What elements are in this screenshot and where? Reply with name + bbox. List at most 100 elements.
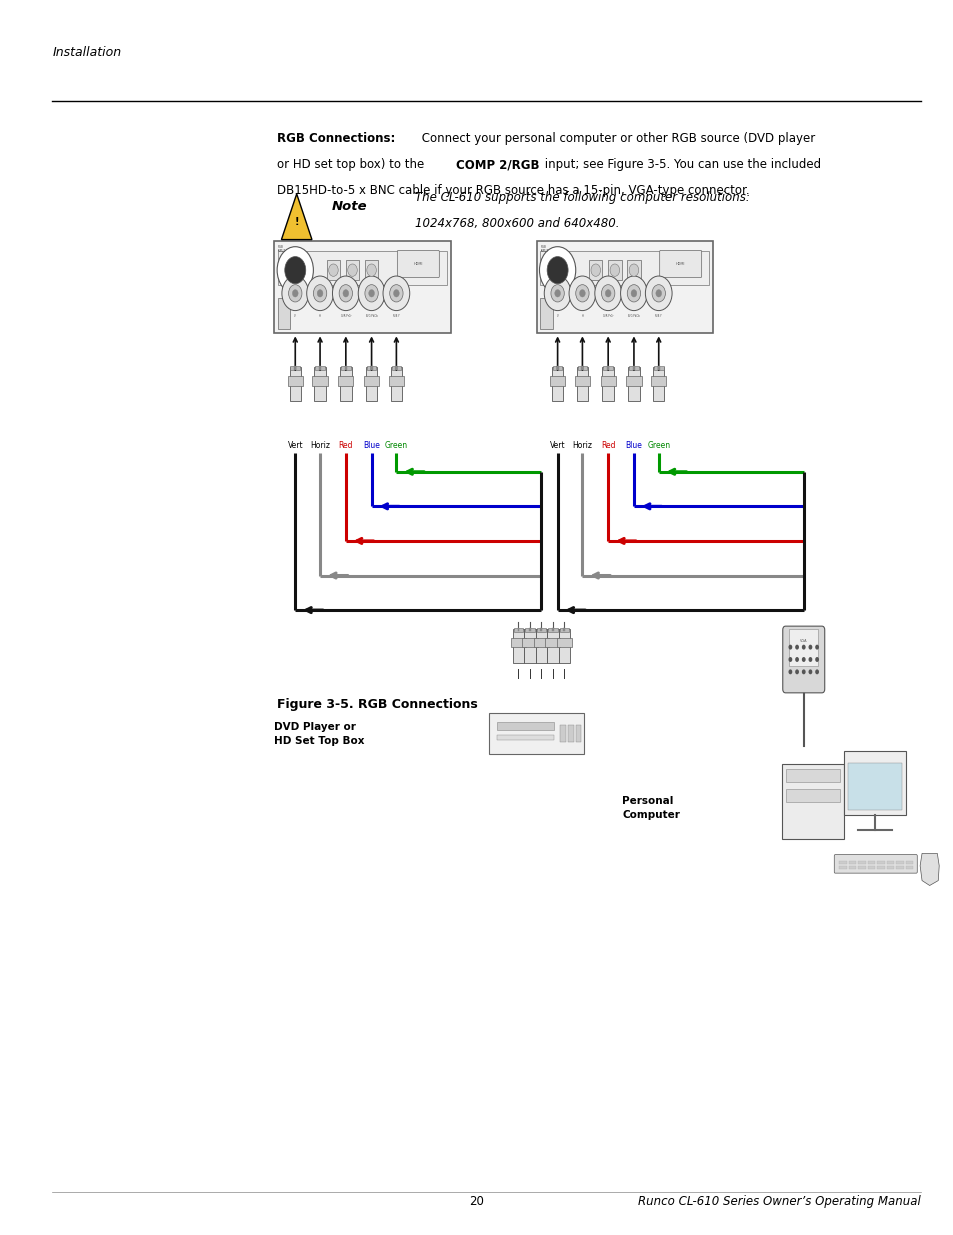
Bar <box>562 627 564 631</box>
Bar <box>549 375 564 385</box>
Bar <box>289 367 301 401</box>
Circle shape <box>342 289 349 296</box>
Circle shape <box>656 289 661 296</box>
Text: Red: Red <box>600 441 615 450</box>
Circle shape <box>338 284 352 301</box>
Bar <box>326 261 339 280</box>
Bar <box>589 261 602 280</box>
Bar <box>539 251 709 284</box>
Bar <box>314 367 325 401</box>
Text: RGB Connections:: RGB Connections: <box>276 132 395 146</box>
Bar <box>318 366 320 369</box>
Text: Blue: Blue <box>625 441 641 450</box>
Bar <box>602 367 614 401</box>
Bar <box>625 375 640 385</box>
Text: HDMI: HDMI <box>414 262 422 266</box>
Bar <box>857 866 865 869</box>
Text: Installation: Installation <box>52 46 121 59</box>
Circle shape <box>807 669 811 674</box>
Bar <box>633 366 635 369</box>
Text: G/R PrCr: G/R PrCr <box>602 314 613 319</box>
Bar <box>876 861 884 864</box>
Circle shape <box>389 284 402 301</box>
Bar <box>904 861 913 864</box>
Bar <box>365 367 376 401</box>
Bar <box>314 366 324 370</box>
Bar <box>389 375 404 385</box>
Circle shape <box>277 247 313 294</box>
Bar <box>312 375 328 385</box>
Text: Figure 3-5. RGB Connections: Figure 3-5. RGB Connections <box>276 698 476 711</box>
Text: 20: 20 <box>469 1194 484 1208</box>
Bar <box>551 627 553 631</box>
Circle shape <box>619 275 646 311</box>
Text: Runco CL-610 Series Owner’s Operating Manual: Runco CL-610 Series Owner’s Operating Ma… <box>638 1194 920 1208</box>
Bar <box>627 367 639 401</box>
Bar <box>896 866 903 869</box>
Bar <box>395 366 396 369</box>
Bar <box>539 298 553 329</box>
Text: Blue: Blue <box>363 441 379 450</box>
Bar <box>867 866 875 869</box>
Bar <box>839 861 846 864</box>
Circle shape <box>578 289 584 296</box>
Bar <box>391 367 402 401</box>
Text: R/B Y: R/B Y <box>655 314 661 319</box>
FancyBboxPatch shape <box>274 241 450 333</box>
Circle shape <box>591 264 600 277</box>
Bar <box>896 861 903 864</box>
Bar <box>602 366 612 370</box>
Text: RGB
INPUT: RGB INPUT <box>278 245 286 253</box>
Text: or HD set top box) to the: or HD set top box) to the <box>276 158 427 172</box>
Circle shape <box>814 645 818 650</box>
Circle shape <box>568 275 595 311</box>
Bar <box>345 261 358 280</box>
Bar <box>513 627 522 632</box>
Text: !: ! <box>294 217 298 227</box>
Bar <box>857 861 865 864</box>
Bar <box>607 261 620 280</box>
Bar <box>847 763 902 810</box>
Circle shape <box>539 247 576 294</box>
Circle shape <box>644 275 671 311</box>
Bar <box>886 866 894 869</box>
Circle shape <box>631 289 636 296</box>
Bar <box>496 722 553 730</box>
Circle shape <box>604 289 610 296</box>
Bar <box>568 725 574 742</box>
Bar <box>781 764 843 839</box>
Bar <box>294 366 295 369</box>
Circle shape <box>328 264 337 277</box>
Circle shape <box>629 264 638 277</box>
Text: H: H <box>581 314 582 319</box>
Circle shape <box>393 289 398 296</box>
Bar <box>559 725 566 742</box>
Bar <box>544 637 559 647</box>
Text: Personal
Computer: Personal Computer <box>621 795 679 820</box>
Circle shape <box>801 645 804 650</box>
Polygon shape <box>919 853 938 885</box>
FancyBboxPatch shape <box>833 855 916 873</box>
Bar <box>528 627 530 631</box>
Text: Connect your personal computer or other RGB source (DVD player: Connect your personal computer or other … <box>417 132 814 146</box>
Circle shape <box>347 264 356 277</box>
Bar <box>496 735 553 740</box>
Circle shape <box>357 275 384 311</box>
Bar <box>366 366 375 370</box>
Polygon shape <box>281 194 312 240</box>
Circle shape <box>281 275 309 311</box>
Circle shape <box>285 257 305 284</box>
Bar <box>789 629 818 666</box>
Text: B/G PbCb: B/G PbCb <box>627 314 639 319</box>
Bar <box>606 366 608 369</box>
Bar <box>488 713 583 753</box>
Circle shape <box>364 284 377 301</box>
Text: Green: Green <box>646 441 670 450</box>
Circle shape <box>546 257 568 284</box>
Bar <box>278 251 446 284</box>
Bar <box>904 866 913 869</box>
Bar <box>511 637 526 647</box>
Circle shape <box>292 289 297 296</box>
Text: 1024x768, 800x600 and 640x480.: 1024x768, 800x600 and 640x480. <box>415 217 618 231</box>
Circle shape <box>332 275 358 311</box>
